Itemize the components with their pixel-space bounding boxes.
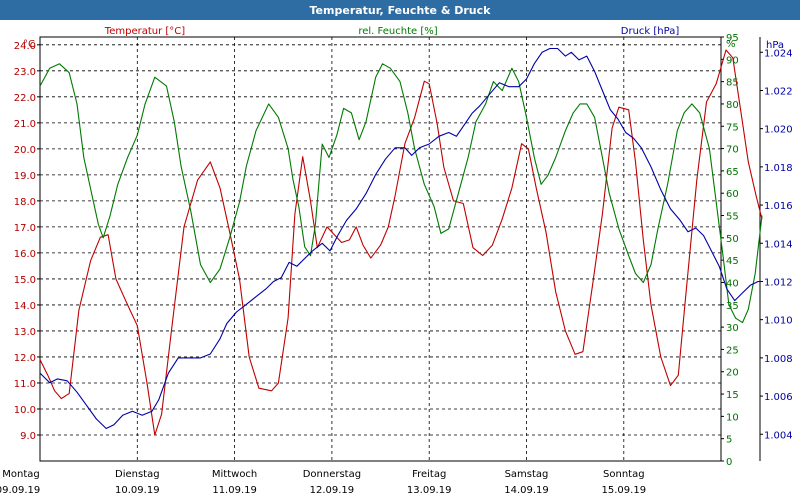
temp-tick-label: 16.0 [14, 249, 36, 260]
temp-tick-label: 17.0 [14, 223, 36, 234]
x-date-label: 14.09.19 [504, 485, 549, 496]
x-day-label: Freitag [412, 469, 446, 480]
chart-title: Temperatur, Feuchte & Druck [310, 4, 492, 17]
press-unit-label: hPa [766, 40, 784, 51]
press-tick-label: 1.006 [764, 392, 793, 403]
hum-tick-label: 25 [726, 345, 739, 356]
x-day-label: Montag [2, 469, 39, 480]
x-day-label: Samstag [505, 469, 549, 480]
title-bar [0, 0, 800, 20]
press-tick-label: 1.022 [764, 86, 793, 97]
press-tick-label: 1.008 [764, 354, 793, 365]
x-date-label: 10.09.19 [115, 485, 160, 496]
temp-tick-label: 19.0 [14, 171, 36, 182]
hum-tick-label: 95 [726, 33, 739, 44]
x-date-label: 13.09.19 [407, 485, 452, 496]
series-legend-2: Druck [hPa] [621, 26, 680, 37]
series-line-1 [39, 63, 763, 324]
grid [39, 36, 722, 462]
temp-tick-label: 12.0 [14, 353, 36, 364]
temp-tick-label: 15.0 [14, 275, 36, 286]
series [39, 47, 763, 436]
temp-tick-label: 10.0 [14, 405, 36, 416]
temp-tick-label: 11.0 [14, 379, 36, 390]
hum-tick-label: 40 [726, 278, 739, 289]
hum-tick-label: 80 [726, 100, 739, 111]
temp-tick-label: 9.0 [20, 431, 36, 442]
hum-tick-label: 20 [726, 368, 739, 379]
hum-tick-label: 70 [726, 145, 739, 156]
hum-tick-label: 55 [726, 212, 739, 223]
hum-tick-label: 30 [726, 323, 739, 334]
hum-tick-label: 10 [726, 412, 739, 423]
temp-tick-label: 23.0 [14, 67, 36, 78]
series-line-0 [39, 49, 763, 436]
temp-tick-label: 22.0 [14, 93, 36, 104]
series-line-2 [39, 47, 762, 430]
hum-tick-label: 0 [726, 457, 732, 468]
temp-tick-label: 13.0 [14, 327, 36, 338]
axes [37, 36, 763, 462]
temp-tick-label: 14.0 [14, 301, 36, 312]
x-day-label: Mittwoch [212, 469, 257, 480]
hum-tick-label: 5 [726, 435, 732, 446]
temp-tick-label: 21.0 [14, 119, 36, 130]
hum-tick-label: 45 [726, 256, 739, 267]
hum-tick-label: 35 [726, 301, 739, 312]
labels: 9.0 10.0 11.0 12.0 13.0 14.0 15.0 16.0 17.0 18.0 1… [0, 26, 793, 496]
x-date-label: 09.09.19 [0, 485, 40, 496]
plot-area [39, 36, 722, 462]
x-date-label: 11.09.19 [212, 485, 257, 496]
hum-tick-label: 90 [726, 55, 739, 66]
press-tick-label: 1.012 [764, 277, 793, 288]
press-tick-label: 1.018 [764, 163, 793, 174]
x-date-label: 12.09.19 [310, 485, 355, 496]
x-day-label: Donnerstag [303, 469, 361, 480]
series-legend-0: Temperatur [°C] [104, 26, 185, 37]
temp-tick-label: 18.0 [14, 197, 36, 208]
press-tick-label: 1.020 [764, 125, 793, 136]
press-tick-label: 1.024 [764, 48, 793, 59]
temp-tick-label: 20.0 [14, 145, 36, 156]
press-tick-label: 1.004 [764, 430, 793, 441]
press-tick-label: 1.014 [764, 239, 793, 250]
series-legend-1: rel. Feuchte [%] [358, 26, 437, 37]
x-day-label: Dienstag [115, 469, 160, 480]
temp-unit-label: °C [23, 39, 35, 50]
x-day-label: Sonntag [603, 469, 645, 480]
temp-tick-label: 24.0 [14, 41, 36, 52]
hum-tick-label: 15 [726, 390, 739, 401]
hum-tick-label: 60 [726, 189, 739, 200]
press-tick-label: 1.016 [764, 201, 793, 212]
hum-tick-label: 85 [726, 78, 739, 89]
hum-tick-label: 65 [726, 167, 739, 178]
press-tick-label: 1.010 [764, 316, 793, 327]
hum-tick-label: 50 [726, 234, 739, 245]
hum-tick-label: 75 [726, 122, 739, 133]
x-date-label: 15.09.19 [602, 485, 647, 496]
hum-unit-label: % [726, 39, 736, 50]
